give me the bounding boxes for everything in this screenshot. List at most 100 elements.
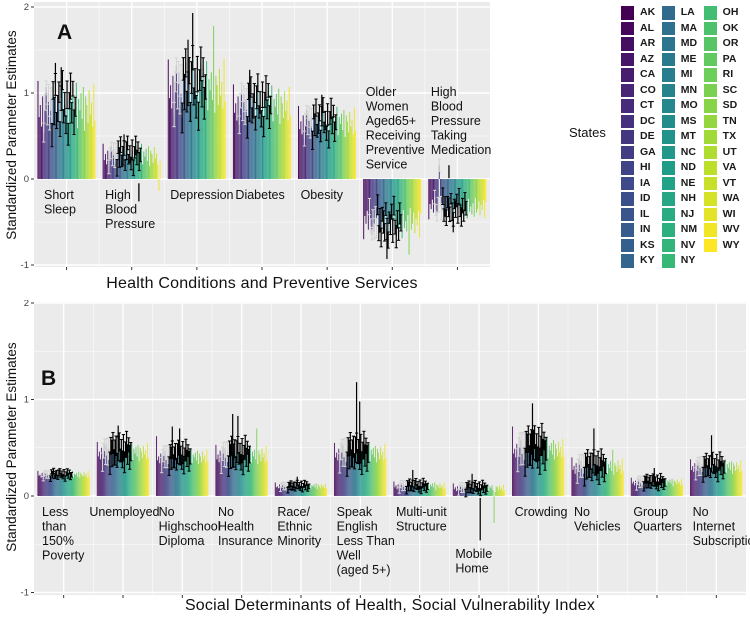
category-label: Unemployed <box>89 505 159 519</box>
legend-state-label: MN <box>680 83 698 96</box>
legend-swatch-DC <box>621 114 634 128</box>
legend-item-TX: TX <box>703 129 740 145</box>
legend-state-label: TN <box>722 114 737 127</box>
legend-item-WA: WA <box>703 191 740 207</box>
panel-b-letter: B <box>41 367 57 390</box>
bar-group-0 <box>37 467 90 496</box>
legend-swatch-ME <box>661 52 675 66</box>
bar-group-11 <box>690 435 743 496</box>
bar-group-5 <box>363 179 422 259</box>
legend-state-label: AK <box>640 6 656 19</box>
legend-swatch-OR <box>703 37 717 51</box>
legend-swatch-PA <box>703 52 717 66</box>
legend-state-label: MO <box>680 99 698 112</box>
legend-swatch-KY <box>621 254 634 268</box>
category-label: Crowding <box>515 505 568 519</box>
panel-a-y-axis-title: Standardized Parameter Estimates <box>4 30 19 240</box>
legend-swatch-NM <box>661 223 675 237</box>
legend-state-label: NY <box>680 254 696 267</box>
y-axis-tick-label: 1 <box>24 395 29 406</box>
legend-state-label: RI <box>722 68 734 81</box>
legend-swatch-TX <box>703 130 717 144</box>
bar-group-10 <box>630 468 683 496</box>
legend-swatch-TN <box>703 114 717 128</box>
legend-item-AZ: AZ <box>621 52 656 68</box>
legend-item-WY: WY <box>703 238 740 254</box>
legend-swatch-NV <box>661 238 675 252</box>
legend-swatch-KS <box>621 238 634 252</box>
legend-item-AK: AK <box>621 5 656 21</box>
legend-item-NE: NE <box>661 176 698 192</box>
legend-item-IL: IL <box>621 207 656 223</box>
legend-swatch-OK <box>703 21 717 35</box>
legend-swatch-WV <box>703 223 717 237</box>
category-label: Mobile Home <box>455 547 492 576</box>
legend-state-label: IN <box>640 223 651 236</box>
legend-item-MO: MO <box>661 98 698 114</box>
panel-a-letter: A <box>57 21 73 44</box>
legend-item-CO: CO <box>621 83 656 99</box>
bar-group-0 <box>37 62 96 179</box>
legend-state-label: DE <box>640 130 655 143</box>
legend-swatch-MS <box>661 114 675 128</box>
legend-column-3: OH OK OR PA RI SC SD TN TX UT VA VT WA WI WV WY <box>703 5 740 269</box>
legend-item-AR: AR <box>621 36 656 52</box>
legend-state-label: TX <box>722 130 737 143</box>
legend-state-label: NV <box>680 238 696 251</box>
legend-item-OH: OH <box>703 5 740 21</box>
bar-group-3 <box>232 69 291 179</box>
legend-state-label: AL <box>640 21 654 34</box>
legend-state-label: IL <box>640 207 650 220</box>
legend-state-label: WA <box>722 192 740 205</box>
legend-state-label: IA <box>640 176 651 189</box>
legend-state-label: AZ <box>640 52 654 65</box>
bar-group-3 <box>215 413 268 496</box>
legend-item-NY: NY <box>661 253 698 269</box>
legend-state-label: CT <box>640 99 654 112</box>
legend-state-label: OK <box>722 21 739 34</box>
legend-item-SC: SC <box>703 83 740 99</box>
category-label: Obesity <box>301 188 344 202</box>
legend-state-label: MT <box>680 130 696 143</box>
legend-state-label: OR <box>722 37 739 50</box>
y-axis-tick-label: -1 <box>21 260 29 271</box>
legend-swatch-DE <box>621 130 634 144</box>
legend-state-label: MD <box>680 37 698 50</box>
y-axis-tick-label: 2 <box>24 300 29 309</box>
category-label: No Vehicles <box>574 505 621 534</box>
legend-swatch-LA <box>661 6 675 20</box>
category-label: Multi-unit Structure <box>396 505 447 534</box>
legend-swatch-IA <box>621 176 634 190</box>
category-label: Diabetes <box>235 188 284 202</box>
legend-state-label: NH <box>680 192 696 205</box>
category-label: No Health Insurance <box>218 505 273 548</box>
legend-state-label: WY <box>722 238 740 251</box>
legend-state-label: MA <box>680 21 698 34</box>
legend-title: States <box>569 125 606 140</box>
category-label: Short Sleep <box>44 188 76 217</box>
legend-state-label: KS <box>640 238 655 251</box>
panel-a-chart: Short Sleep High Blood Pressure Depression Dia… <box>21 2 491 271</box>
legend-state-label: NE <box>680 176 696 189</box>
category-label: Older Women Aged65+ Receiving Preventive Serv… <box>366 85 425 172</box>
legend-state-label: GA <box>640 145 656 158</box>
legend-column-2: LA MA MD ME MI MN MO MS MT NC ND NE NH NJ NM NV NY <box>661 5 698 269</box>
legend-state-label: NC <box>680 145 696 158</box>
legend-swatch-HI <box>621 161 634 175</box>
legend-item-IN: IN <box>621 222 656 238</box>
legend-swatch-NJ <box>661 207 675 221</box>
legend-item-MN: MN <box>661 83 698 99</box>
legend-swatch-UT <box>703 145 717 159</box>
legend-state-label: ND <box>680 161 696 174</box>
legend-column-1: AK AL AR AZ CA CO CT DC DE GA HI IA ID IL IN KS KY <box>621 5 656 269</box>
legend-swatch-AR <box>621 37 634 51</box>
legend-state-label: ME <box>680 52 697 65</box>
legend-state-label: MI <box>680 68 693 81</box>
legend-swatch-RI <box>703 68 717 82</box>
category-label: High Blood Pressure Taking Medication <box>431 85 491 157</box>
category-label: Race/Ethnic Minority <box>277 505 322 548</box>
bar-group-4 <box>298 94 357 179</box>
legend-state-label: PA <box>722 52 737 65</box>
legend-state-label: CO <box>640 83 656 96</box>
y-axis-tick-label: 1 <box>24 88 29 99</box>
